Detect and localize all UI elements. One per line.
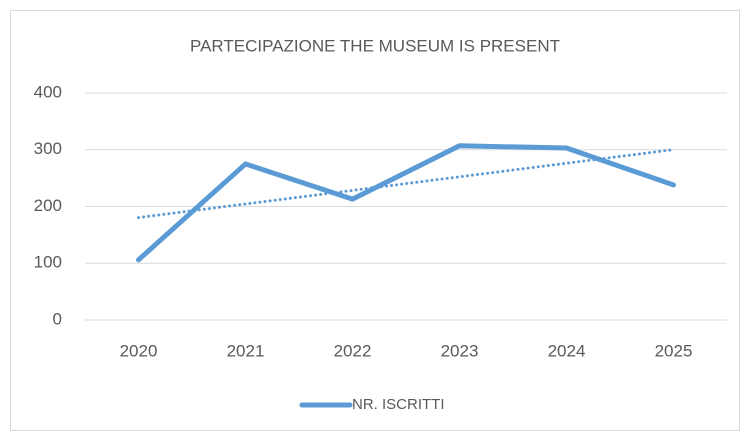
x-tick-label: 2020	[120, 341, 158, 360]
y-tick-label: 300	[34, 139, 62, 158]
x-tick-label: 2021	[227, 341, 265, 360]
x-tick-label: 2024	[548, 341, 586, 360]
y-tick-label: 400	[34, 82, 62, 101]
x-tick-label: 2022	[334, 341, 372, 360]
y-tick-label: 0	[53, 309, 62, 328]
y-tick-label: 200	[34, 196, 62, 215]
chart-title: PARTECIPAZIONE THE MUSEUM IS PRESENT	[190, 36, 560, 55]
line	[136, 143, 676, 263]
trendline	[137, 148, 675, 220]
x-tick-label: 2023	[441, 341, 479, 360]
y-tick-label: 100	[34, 253, 62, 272]
x-tick-label: 2025	[655, 341, 693, 360]
legend-label: NR. ISCRITTI	[352, 396, 445, 413]
chart-border	[10, 10, 740, 431]
